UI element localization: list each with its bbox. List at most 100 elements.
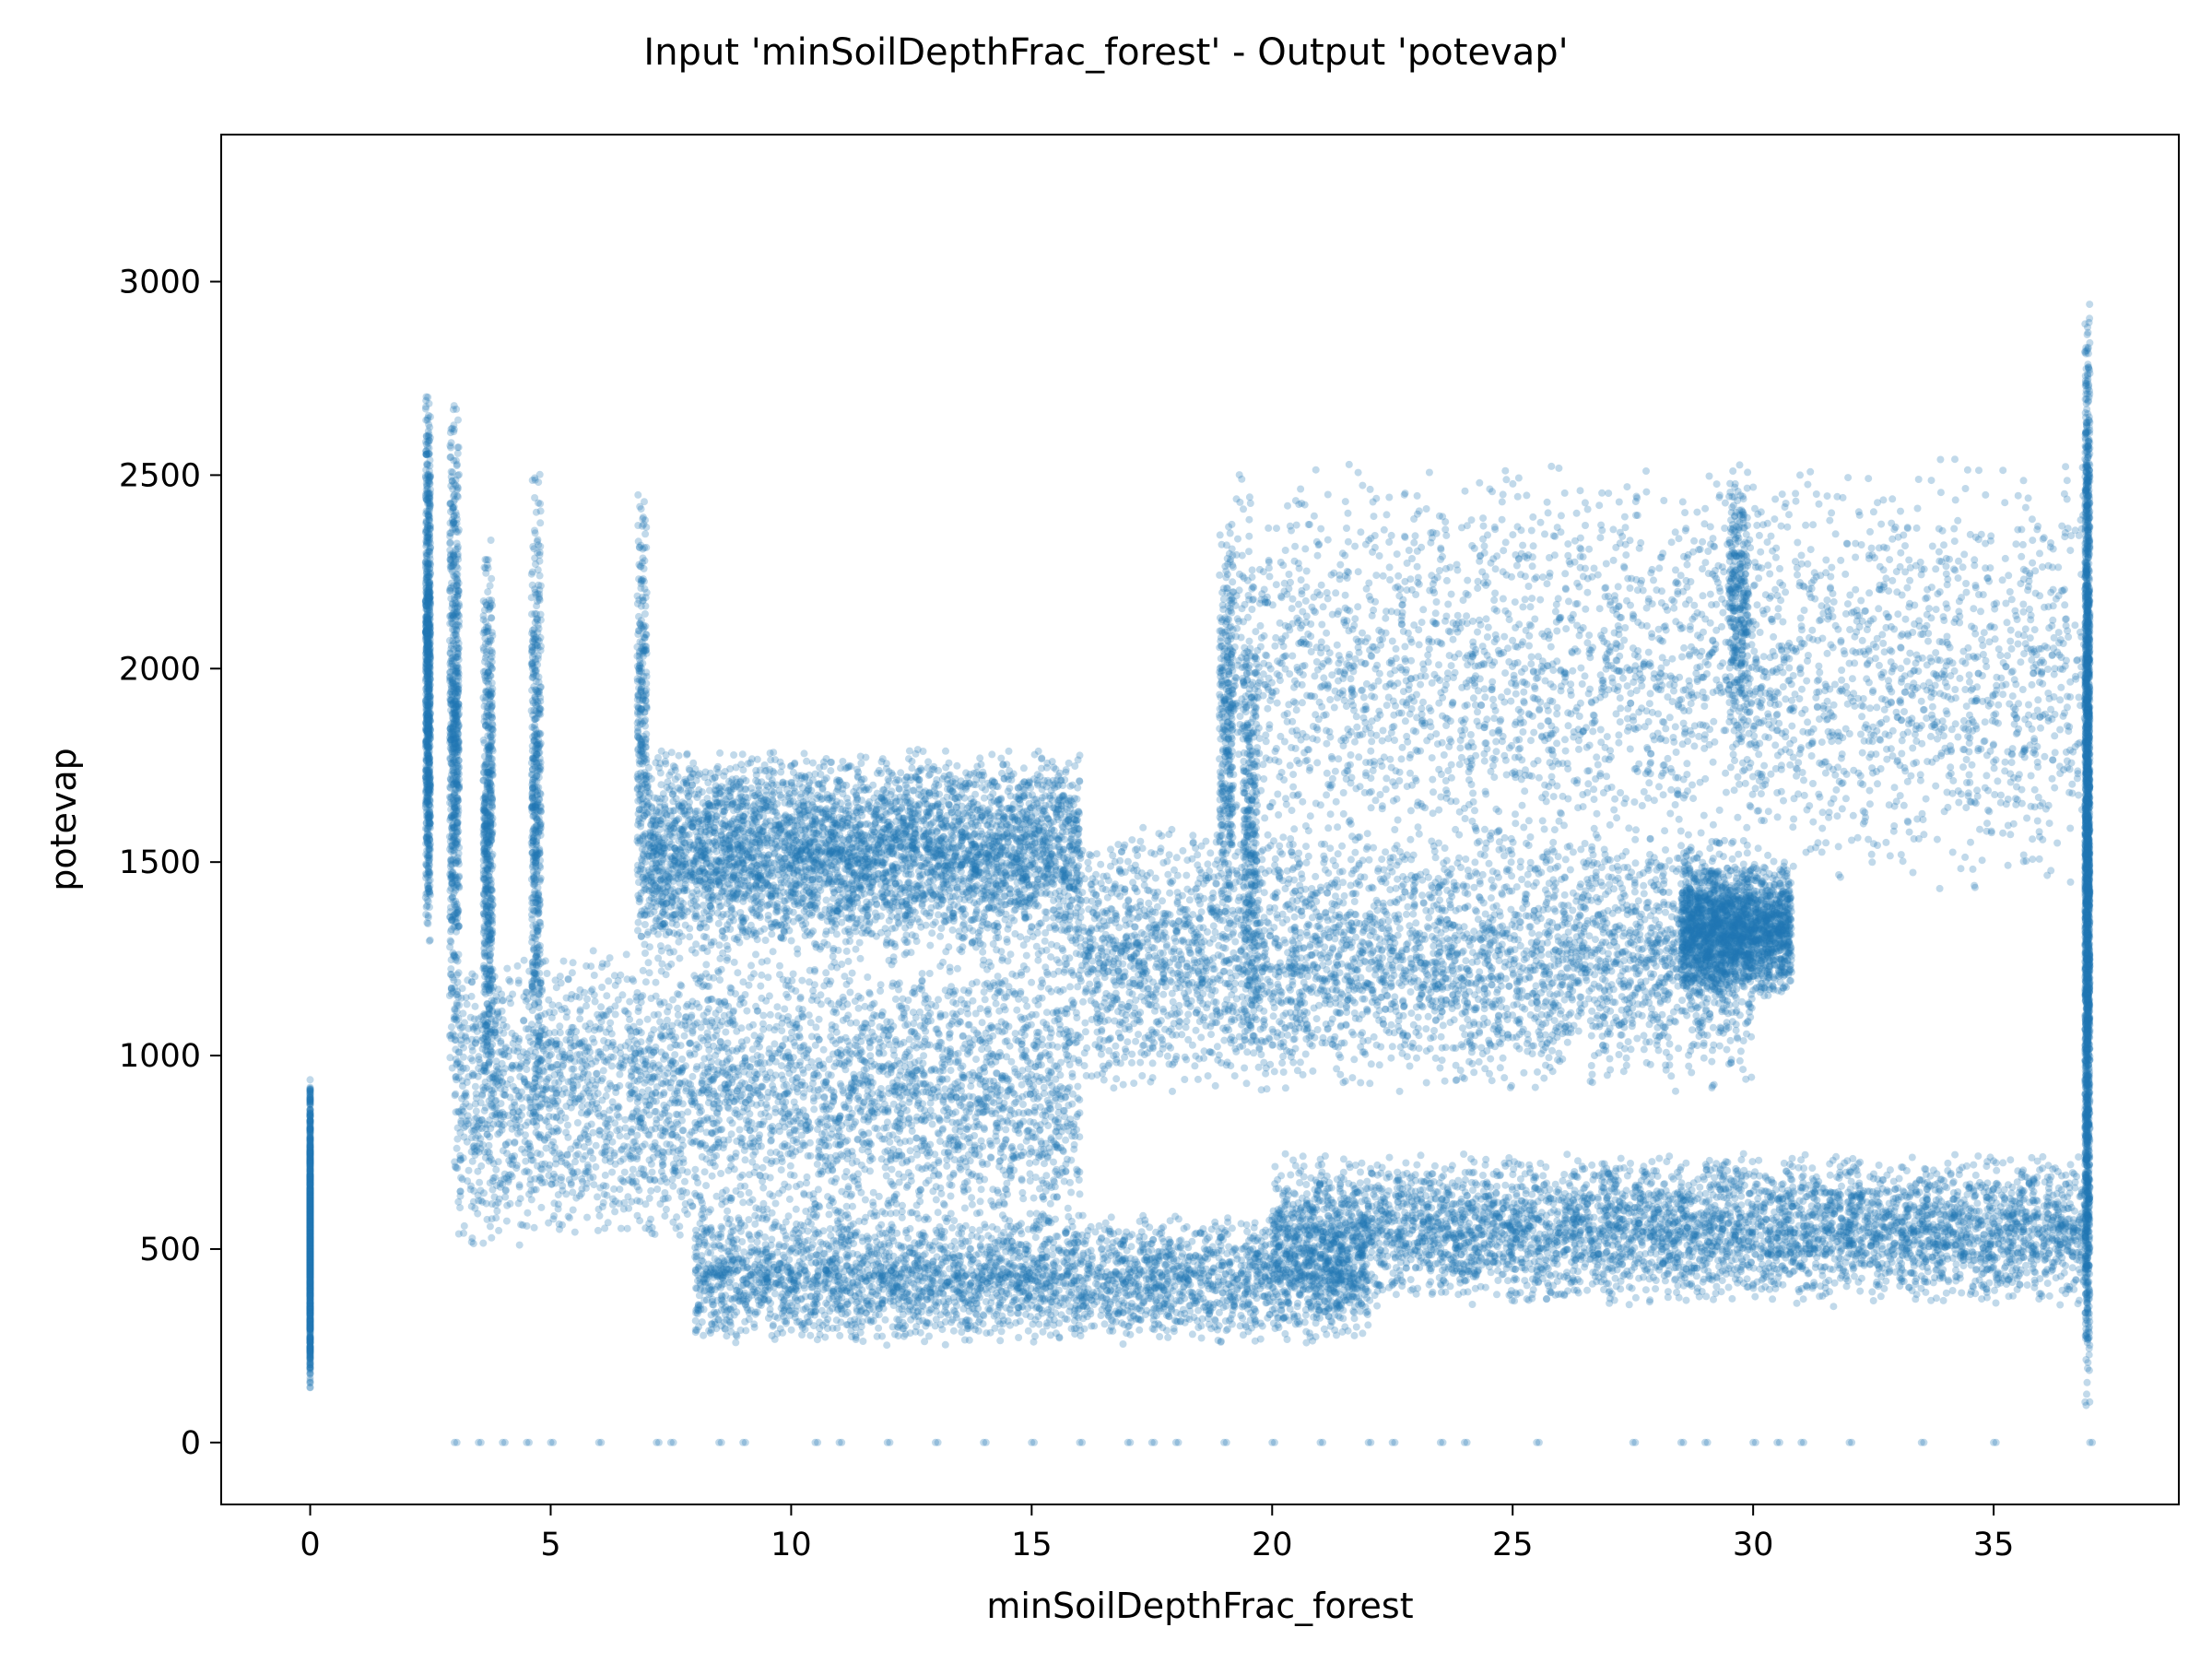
data-point — [424, 882, 431, 890]
data-point — [449, 753, 456, 761]
data-point — [455, 884, 463, 891]
data-point — [426, 768, 433, 775]
data-point — [307, 1175, 314, 1183]
data-point — [424, 531, 431, 538]
data-point — [452, 496, 459, 503]
data-point — [426, 480, 433, 488]
data-point — [450, 457, 457, 465]
data-point — [484, 588, 491, 596]
data-point — [487, 662, 494, 669]
data-point — [450, 760, 457, 767]
data-point — [426, 744, 433, 751]
data-point — [450, 706, 457, 714]
data-point — [425, 722, 432, 729]
data-point — [488, 575, 495, 583]
data-point — [480, 616, 488, 623]
data-point — [425, 681, 432, 689]
data-point — [450, 898, 457, 905]
data-point — [422, 699, 429, 706]
data-point — [422, 786, 429, 794]
data-point — [307, 1229, 314, 1236]
data-point — [307, 1222, 314, 1230]
data-point — [482, 689, 489, 696]
data-point — [307, 1197, 314, 1205]
data-point — [427, 501, 434, 508]
data-point — [307, 1283, 314, 1291]
data-point — [488, 763, 495, 771]
data-point — [423, 919, 430, 926]
data-point — [446, 943, 453, 950]
data-point — [307, 1343, 314, 1350]
data-point — [446, 533, 453, 540]
data-point — [482, 674, 489, 681]
data-point — [451, 804, 458, 811]
data-point — [422, 840, 429, 847]
data-point — [447, 860, 454, 867]
data-point — [454, 450, 462, 457]
data-point — [424, 461, 431, 468]
data-point — [307, 1106, 314, 1114]
data-point — [425, 428, 432, 435]
data-point — [489, 722, 497, 729]
data-point — [427, 710, 434, 717]
data-point — [447, 971, 454, 978]
data-point — [426, 832, 433, 839]
data-point — [488, 537, 495, 544]
data-point — [451, 1005, 458, 1012]
data-point — [307, 1384, 314, 1391]
data-point — [448, 693, 455, 701]
data-point — [424, 524, 431, 531]
data-point — [455, 443, 463, 451]
data-point — [450, 736, 457, 743]
data-point — [423, 862, 430, 869]
data-point — [484, 732, 491, 739]
data-point — [307, 1260, 314, 1268]
data-point — [481, 848, 488, 855]
data-point — [423, 778, 430, 785]
data-point — [422, 403, 429, 410]
data-point — [446, 619, 453, 627]
data-point — [449, 506, 456, 513]
data-point — [307, 1128, 314, 1136]
data-point — [423, 538, 430, 546]
data-point — [426, 760, 433, 767]
data-point — [481, 564, 488, 572]
data-point — [452, 631, 459, 638]
data-point — [446, 442, 453, 450]
data-point — [451, 824, 458, 832]
data-point — [427, 937, 434, 944]
data-point — [307, 1095, 314, 1103]
data-point — [426, 546, 433, 553]
data-point — [486, 596, 493, 604]
data-point — [424, 730, 431, 737]
data-point — [422, 447, 429, 454]
data-point — [448, 425, 455, 432]
data-point — [453, 682, 461, 690]
data-point — [450, 549, 457, 557]
data-point — [307, 1320, 314, 1327]
data-point — [425, 912, 432, 919]
data-point — [426, 648, 433, 655]
data-point — [307, 1332, 314, 1339]
data-point — [447, 937, 454, 944]
data-point — [452, 716, 459, 724]
data-point — [426, 871, 433, 879]
data-point — [307, 1207, 314, 1214]
data-point — [452, 655, 459, 662]
data-point — [487, 856, 494, 864]
data-point — [424, 394, 431, 401]
data-point — [307, 1147, 314, 1154]
data-point — [426, 658, 433, 666]
data-point — [447, 595, 454, 602]
data-point — [453, 787, 461, 795]
data-point — [446, 871, 453, 879]
data-point — [425, 898, 432, 905]
data-point — [446, 887, 453, 894]
data-point — [488, 647, 495, 655]
data-point — [307, 1076, 314, 1083]
data-point — [447, 649, 454, 656]
data-point — [452, 744, 459, 751]
data-point — [454, 565, 462, 572]
